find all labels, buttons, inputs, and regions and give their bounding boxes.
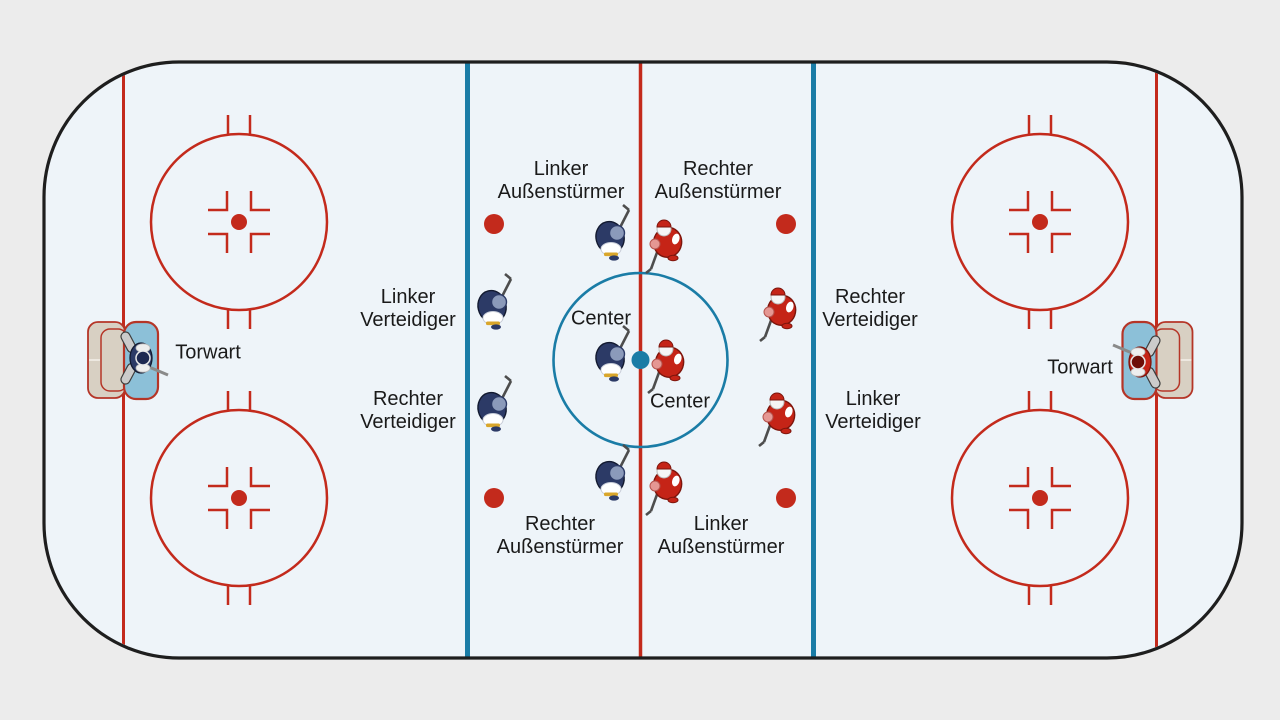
label-linker-verteidiger-left: Linker Verteidiger [360,286,456,331]
label-torwart-right: Torwart [1047,356,1113,379]
label-center-blue: Center [570,307,632,330]
center-circle [552,271,729,449]
label-rechter-aussenstuermer-top: Rechter Außenstürmer [654,158,782,203]
neutral-dot-top-right [776,214,796,234]
label-rechter-aussenstuermer-bottom: Rechter Außenstürmer [496,513,624,558]
label-center-red: Center [649,390,711,413]
label-rechter-verteidiger-right: Rechter Verteidiger [822,286,918,331]
center-faceoff-dot [631,351,650,369]
neutral-dot-top-left [484,214,504,234]
neutral-dot-bottom-right [776,488,796,508]
label-torwart-left: Torwart [175,341,241,364]
label-linker-verteidiger-right: Linker Verteidiger [825,388,921,433]
label-linker-aussenstuermer-bottom: Linker Außenstürmer [657,513,785,558]
label-rechter-verteidiger-left: Rechter Verteidiger [360,388,456,433]
rink-boards [42,60,1244,660]
label-linker-aussenstuermer-top: Linker Außenstürmer [497,158,625,203]
neutral-dot-bottom-left [484,488,504,508]
